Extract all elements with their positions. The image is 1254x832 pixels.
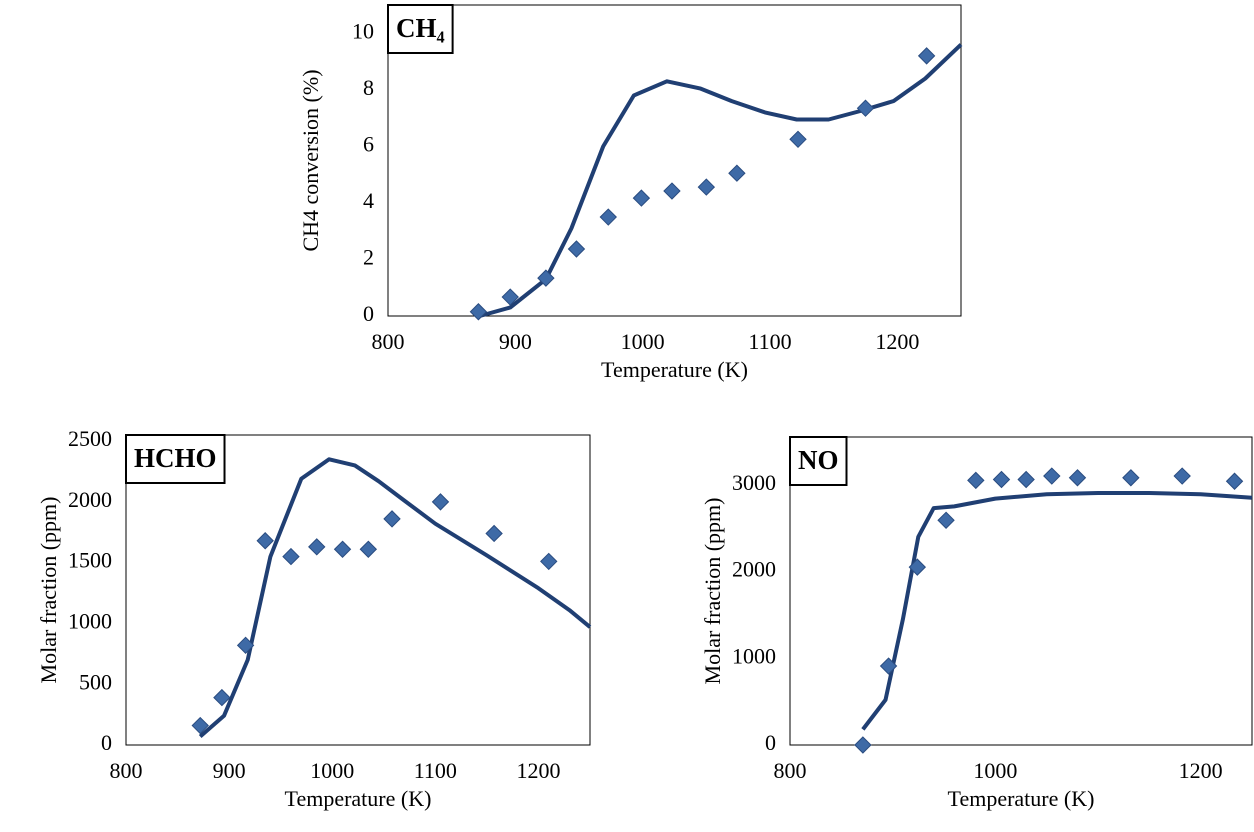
data-point: [256, 532, 274, 550]
data-point: [213, 688, 231, 707]
data-point: [992, 470, 1011, 489]
y-axis-label: Molar fraction (ppm): [700, 498, 725, 685]
x-tick-label: 900: [213, 758, 246, 783]
title-box: [387, 4, 454, 54]
data-point: [663, 182, 681, 200]
data-point: [1043, 467, 1061, 485]
y-tick-label: 1500: [68, 548, 112, 573]
y-axis-label: Molar fraction (ppm): [36, 497, 61, 684]
y-axis-label: CH4 conversion (%): [298, 69, 323, 251]
x-axis-label: Temperature (K): [948, 786, 1095, 811]
y-tick-label: 2500: [68, 426, 112, 451]
data-point: [469, 303, 488, 321]
data-point: [501, 288, 519, 306]
data-point: [854, 736, 872, 754]
x-tick-label: 1000: [310, 758, 354, 783]
x-tick-label: 1100: [414, 758, 457, 783]
data-point: [308, 538, 326, 556]
title-box: [789, 436, 848, 486]
y-tick-label: 0: [765, 730, 776, 755]
y-tick-label: 2000: [68, 487, 112, 512]
y-tick-label: 6: [363, 131, 374, 156]
data-point: [917, 47, 936, 65]
data-point: [236, 636, 255, 655]
panel-title: NO: [798, 445, 839, 475]
x-tick-label: 900: [499, 329, 532, 354]
subplot: 0 2 4 6 8 10 800 900 1000 1100 1200 Temperature (K)…: [298, 4, 963, 382]
data-point: [697, 178, 716, 196]
data-point: [282, 547, 300, 566]
y-tick-label: 1000: [732, 643, 776, 668]
y-tick-label: 500: [79, 669, 112, 694]
y-tick-label: 3000: [732, 470, 776, 495]
data-point: [967, 471, 985, 490]
panel-title: HCHO: [134, 443, 217, 473]
subplot: 0 1000 2000 3000 800 1000 1200 Temperature (K) M…: [700, 436, 1253, 811]
data-point: [599, 208, 617, 226]
data-point: [540, 552, 558, 571]
x-tick-label: 1000: [973, 758, 1017, 783]
y-tick-label: 2: [363, 245, 374, 270]
plot-area: [387, 4, 962, 317]
plot-area: [789, 436, 1253, 746]
data-point: [191, 716, 209, 735]
y-tick-label: 8: [363, 75, 374, 100]
x-tick-label: 1100: [748, 329, 791, 354]
data-point: [937, 511, 955, 529]
y-tick-label: 0: [101, 730, 112, 755]
x-tick-label: 800: [774, 758, 807, 783]
data-point: [485, 524, 503, 543]
x-tick-label: 1200: [875, 329, 919, 354]
y-tick-label: 0: [363, 301, 374, 326]
data-point: [1173, 467, 1191, 485]
y-tick-label: 1000: [68, 608, 112, 633]
data-point: [1068, 469, 1087, 487]
x-axis-label: Temperature (K): [601, 357, 748, 382]
panel-title: CH₄: [396, 13, 445, 43]
data-point: [728, 164, 746, 182]
model-line: [861, 491, 1253, 731]
title-box: [125, 434, 226, 484]
data-point: [908, 558, 927, 576]
x-axis-label: Temperature (K): [285, 786, 432, 811]
model-line: [479, 43, 963, 318]
data-point: [632, 189, 651, 207]
y-tick-label: 4: [363, 188, 374, 213]
data-point: [1017, 470, 1035, 489]
subplot: 0 500 1000 1500 2000 2500 800 900 1000 1100 1200 Te…: [36, 426, 592, 811]
y-tick-label: 2000: [732, 557, 776, 582]
data-point: [1225, 472, 1244, 490]
data-point: [537, 269, 555, 287]
x-tick-label: 1200: [516, 758, 560, 783]
data-point: [567, 240, 586, 258]
model-line: [198, 457, 592, 739]
data-point: [789, 130, 807, 149]
data-point: [333, 540, 352, 558]
x-tick-label: 1200: [1179, 758, 1223, 783]
data-point: [431, 493, 450, 511]
y-tick-label: 10: [352, 18, 374, 43]
data-point: [359, 540, 378, 558]
data-point: [1122, 469, 1140, 487]
x-tick-label: 1000: [621, 329, 665, 354]
plot-area: [125, 434, 591, 746]
x-tick-label: 800: [110, 758, 143, 783]
data-point: [856, 99, 875, 117]
data-point: [383, 510, 401, 528]
data-point: [879, 657, 898, 675]
x-tick-label: 800: [372, 329, 405, 354]
